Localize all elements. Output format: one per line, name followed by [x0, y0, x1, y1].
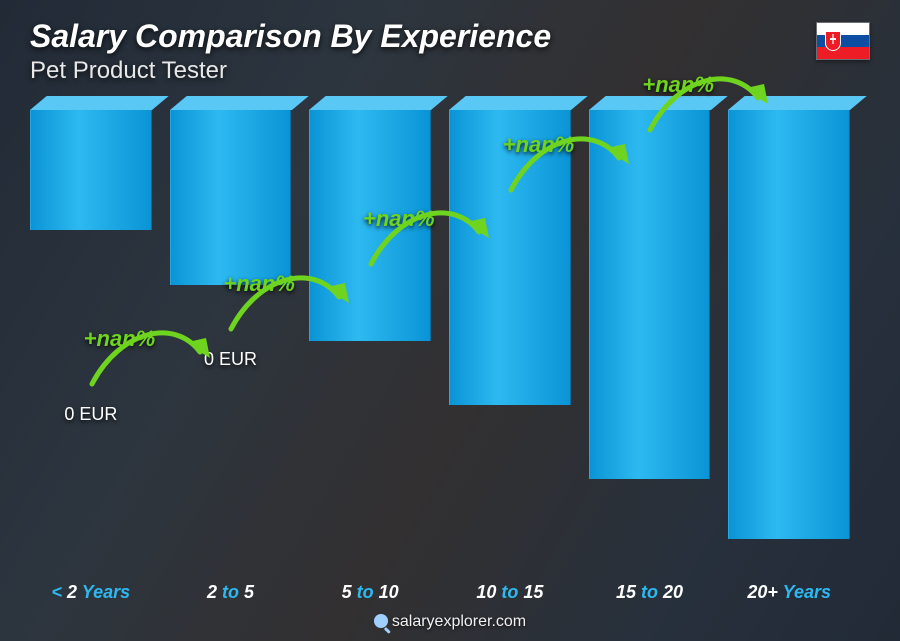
delta-label: +nan%: [84, 326, 156, 352]
chart-title: Salary Comparison By Experience: [30, 18, 551, 55]
flag-emblem: [825, 31, 841, 51]
bar-group: 0 EUR+nan%: [449, 110, 571, 571]
bar-group: 0 EUR+nan%: [589, 110, 711, 571]
x-axis-label: < 2 Years: [30, 582, 152, 603]
bar: [170, 110, 292, 285]
x-axis: < 2 Years 2 to 5 5 to 10 10 to 15 15 to 20 20…: [30, 582, 850, 603]
flag-stripe: [817, 47, 869, 59]
chart-subtitle: Pet Product Tester: [30, 57, 551, 85]
bar-top: [170, 96, 308, 110]
bar: [30, 110, 152, 230]
footer-text: salaryexplorer.com: [392, 613, 526, 630]
delta-label: +nan%: [503, 132, 575, 158]
bar-top: [728, 96, 866, 110]
bar-chart: 0 EUR0 EUR+nan%0 EUR+nan%0 EUR+nan%0 EUR…: [30, 110, 850, 571]
footer-attribution: salaryexplorer.com: [0, 613, 900, 631]
delta-label: +nan%: [642, 72, 714, 98]
country-flag-slovakia: [816, 22, 870, 60]
delta-label: +nan%: [363, 206, 435, 232]
x-axis-label: 5 to 10: [309, 582, 431, 603]
bar-value-label: 0 EUR: [204, 349, 257, 370]
bar-front: [589, 110, 711, 479]
x-axis-label: 10 to 15: [449, 582, 571, 603]
bar-top: [449, 96, 587, 110]
header: Salary Comparison By Experience Pet Prod…: [30, 18, 551, 85]
bar-top: [309, 96, 447, 110]
bar: [589, 110, 711, 479]
bar-group: 0 EUR+nan%: [309, 110, 431, 571]
bar-top: [30, 96, 168, 110]
delta-label: +nan%: [223, 271, 295, 297]
bar-front: [728, 110, 850, 539]
bar-front: [30, 110, 152, 230]
x-axis-label: 2 to 5: [170, 582, 292, 603]
bar: [728, 110, 850, 539]
bar-group: 0 EUR +nan%: [170, 110, 292, 571]
bar-front: [170, 110, 292, 285]
x-axis-label: 15 to 20: [589, 582, 711, 603]
bar-group: 0 EUR+nan%: [728, 110, 850, 571]
x-axis-label: 20+ Years: [728, 582, 850, 603]
magnifier-icon: [374, 614, 388, 628]
bar-value-label: 0 EUR: [64, 404, 117, 425]
